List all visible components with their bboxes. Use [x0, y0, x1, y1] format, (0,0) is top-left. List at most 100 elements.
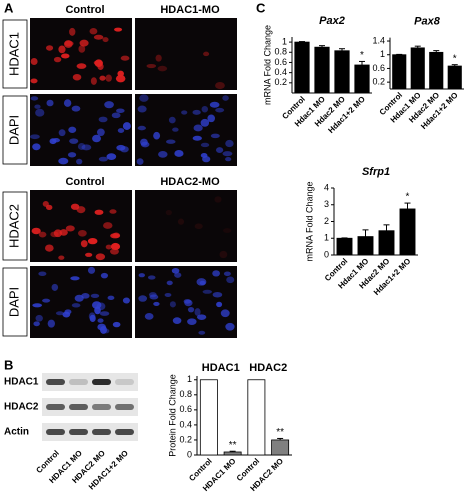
column-header: HDAC1-MO: [160, 4, 220, 16]
y-tick-label: 0.2: [274, 77, 287, 87]
nucleus: [116, 108, 125, 114]
nucleus: [207, 114, 216, 123]
significance: *: [453, 53, 457, 64]
nucleus: [187, 318, 197, 326]
nucleus: [222, 228, 232, 233]
error-bar: [433, 50, 440, 53]
error-bar: [383, 224, 390, 231]
blot-row-label: HDAC1: [4, 377, 39, 388]
nucleus: [225, 156, 232, 162]
blot-strip: [42, 398, 138, 416]
y-tick-label: 0: [324, 249, 329, 259]
nucleus: [177, 218, 185, 225]
nucleus: [147, 275, 156, 280]
chart-title: Sfrp1: [362, 166, 390, 178]
nucleus: [103, 222, 113, 229]
nucleus: [166, 139, 176, 144]
bar: [447, 65, 462, 90]
nucleus: [94, 209, 104, 215]
nucleus: [88, 312, 96, 320]
nucleus: [42, 200, 49, 207]
nucleus: [148, 292, 157, 298]
nucleus: [209, 101, 220, 108]
micrograph: [30, 94, 132, 166]
panel-label: C: [256, 0, 266, 15]
nucleus: [68, 126, 77, 133]
blot-band: [92, 429, 111, 435]
nucleus: [49, 138, 57, 145]
nucleus: [202, 289, 213, 294]
row-label: HDAC2: [6, 204, 21, 248]
nucleus: [46, 99, 54, 107]
nucleus: [138, 273, 145, 278]
y-tick-label: 2: [324, 216, 329, 226]
blot-row-label: Actin: [4, 427, 29, 438]
bar: [314, 46, 330, 94]
nucleus: [96, 128, 105, 137]
error-bar: [339, 48, 345, 51]
nucleus: [172, 127, 179, 132]
nucleus: [192, 135, 202, 141]
nucleus: [71, 303, 81, 308]
group-label: HDAC1: [202, 362, 240, 374]
bar: [357, 236, 374, 256]
nucleus: [38, 271, 47, 276]
nucleus: [87, 266, 96, 274]
y-tick-label: 1: [324, 233, 329, 243]
nucleus: [181, 110, 188, 115]
nucleus: [214, 196, 222, 203]
nucleus: [136, 158, 144, 165]
y-axis-label: Protein Fold Change: [167, 374, 177, 457]
nucleus: [77, 229, 87, 237]
y-tick-label: 0.4: [274, 67, 287, 77]
nucleus: [72, 73, 82, 81]
bar: [392, 54, 407, 90]
nucleus: [192, 109, 201, 115]
y-axis-label: mRNA Fold Change: [304, 181, 314, 261]
column-header: Control: [65, 4, 104, 16]
nucleus: [91, 301, 102, 309]
nucleus: [105, 74, 112, 82]
nucleus: [71, 105, 81, 112]
nucleus: [51, 283, 59, 291]
nucleus: [196, 314, 207, 320]
nucleus: [120, 55, 130, 61]
bar: [247, 379, 266, 456]
nucleus: [76, 63, 87, 69]
nucleus: [225, 322, 235, 331]
nucleus: [112, 321, 121, 328]
nucleus: [153, 301, 160, 306]
nucleus: [210, 133, 220, 139]
nucleus: [164, 292, 172, 297]
row-label-box: [2, 191, 28, 261]
y-tick-label: 1: [380, 49, 385, 59]
nucleus: [165, 209, 172, 216]
nucleus: [45, 45, 54, 51]
column-header: HDAC2-MO: [160, 176, 220, 188]
nucleus: [100, 272, 109, 279]
row-label: HDAC1: [6, 32, 21, 76]
y-tick-label: 4: [324, 182, 329, 192]
nucleus: [212, 270, 221, 277]
nucleus: [77, 142, 86, 150]
blot-band: [115, 429, 134, 435]
nucleus: [78, 45, 86, 53]
nucleus: [111, 242, 119, 250]
nucleus: [92, 134, 101, 143]
y-tick-label: 0.2: [179, 434, 192, 444]
nucleus: [89, 28, 98, 35]
y-tick-label: 0: [187, 449, 192, 459]
nucleus: [194, 308, 201, 316]
nucleus: [38, 231, 47, 238]
blot-strip: [42, 373, 138, 391]
nucleus: [193, 124, 203, 132]
y-tick-label: 1: [282, 36, 287, 46]
nucleus: [203, 51, 210, 57]
nucleus: [30, 134, 40, 140]
nucleus: [187, 306, 195, 313]
error-bar: [414, 45, 421, 48]
nucleus: [99, 75, 106, 81]
nucleus: [45, 244, 54, 252]
nucleus: [144, 312, 154, 320]
nucleus: [69, 138, 79, 144]
